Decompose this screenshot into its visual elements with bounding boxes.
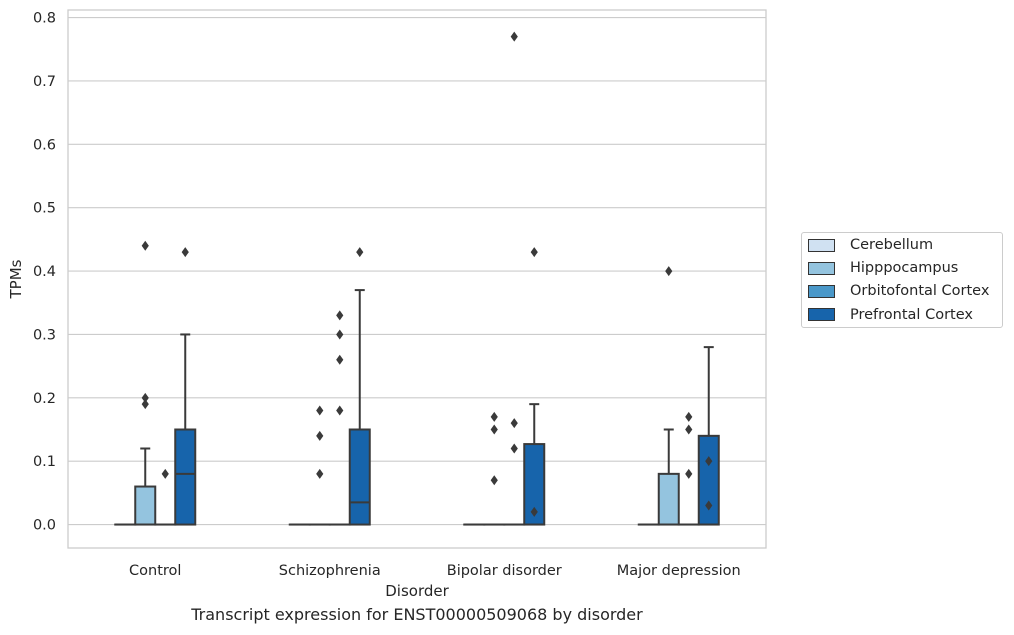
outlier-point	[530, 247, 538, 258]
legend-swatch	[808, 284, 835, 298]
outlier-point	[490, 475, 498, 486]
x-tick-label: Major depression	[617, 563, 741, 579]
x-tick-labels: Control Schizophrenia Bipolar disorder Majo…	[129, 563, 741, 579]
grid-lines	[68, 17, 766, 526]
legend-swatch	[808, 238, 835, 252]
box-plot: 0.0 0.1 0.2 0.3 0.4 0.5 0.6 0.7 0.8 Control Schiz…	[7, 9, 767, 600]
outlier-point	[356, 247, 364, 258]
legend-item: Cerebellum	[808, 235, 933, 255]
box-group	[483, 411, 506, 526]
y-tick-labels: 0.0 0.1 0.2 0.3 0.4 0.5 0.6 0.7 0.8	[33, 11, 56, 534]
outlier-point	[141, 240, 149, 251]
outlier-point	[510, 418, 518, 429]
box	[657, 472, 680, 526]
box-group	[348, 247, 371, 526]
x-tick-label: Schizophrenia	[279, 563, 381, 579]
box-group	[657, 266, 680, 526]
outlier-point	[181, 247, 189, 258]
outlier-point	[510, 443, 518, 454]
legend-item: Orbitofontal Cortex	[808, 281, 989, 301]
outlier-point	[685, 468, 693, 479]
outlier-point	[665, 266, 673, 277]
outlier-point	[685, 411, 693, 422]
outlier-point	[530, 506, 538, 517]
box	[348, 428, 371, 526]
outlier-point	[705, 456, 713, 467]
legend-label: Orbitofontal Cortex	[850, 283, 990, 300]
box	[134, 485, 157, 526]
y-tick-label: 0.6	[33, 137, 56, 153]
outlier-point	[336, 405, 344, 416]
outlier-point	[316, 405, 324, 416]
outlier-point	[161, 468, 169, 479]
x-tick-label: Bipolar disorder	[447, 563, 562, 579]
outlier-point	[336, 329, 344, 340]
x-axis-label: Disorder	[385, 582, 449, 600]
box-group	[174, 247, 197, 526]
y-tick-label: 0.3	[33, 327, 56, 343]
y-tick-label: 0.1	[33, 454, 56, 470]
box-group	[677, 411, 700, 526]
box-group	[134, 240, 157, 526]
outlier-point	[510, 31, 518, 42]
legend-item: Hipppocampus	[808, 258, 958, 278]
box	[174, 428, 197, 526]
legend-label: Prefrontal Cortex	[850, 306, 973, 323]
y-tick-label: 0.7	[33, 74, 56, 90]
outlier-point	[336, 354, 344, 365]
outlier-point	[316, 468, 324, 479]
legend-label: Cerebellum	[850, 237, 934, 253]
outlier-point	[316, 430, 324, 441]
y-tick-label: 0.0	[33, 518, 56, 534]
y-tick-label: 0.2	[33, 391, 56, 407]
outlier-point	[141, 399, 149, 410]
outlier-point	[490, 424, 498, 435]
outlier-point	[705, 500, 713, 511]
legend-item: Prefrontal Cortex	[808, 305, 973, 325]
x-tick-label: Control	[129, 563, 181, 579]
box	[697, 434, 720, 526]
y-axis-label: TPMs	[7, 259, 25, 299]
y-tick-label: 0.5	[33, 201, 56, 217]
box-group	[503, 31, 526, 526]
plot-frame	[67, 9, 767, 549]
legend-swatch	[808, 308, 835, 322]
legend: Cerebellum Hipppocampus Orbitofontal Corte…	[801, 232, 1003, 328]
box-group	[328, 310, 351, 526]
outlier-point	[685, 424, 693, 435]
figure-caption: Transcript expression for ENST0000050906…	[191, 605, 643, 624]
legend-label: Hipppocampus	[850, 260, 959, 277]
box-group	[154, 468, 177, 526]
legend-swatch	[808, 261, 835, 275]
y-tick-label: 0.8	[33, 11, 56, 27]
y-tick-label: 0.4	[33, 264, 56, 280]
box-group	[697, 346, 720, 526]
outlier-point	[336, 310, 344, 321]
box-group	[523, 247, 546, 526]
boxes	[114, 31, 720, 526]
outlier-point	[141, 392, 149, 403]
box-group	[308, 405, 331, 526]
outlier-point	[490, 411, 498, 422]
